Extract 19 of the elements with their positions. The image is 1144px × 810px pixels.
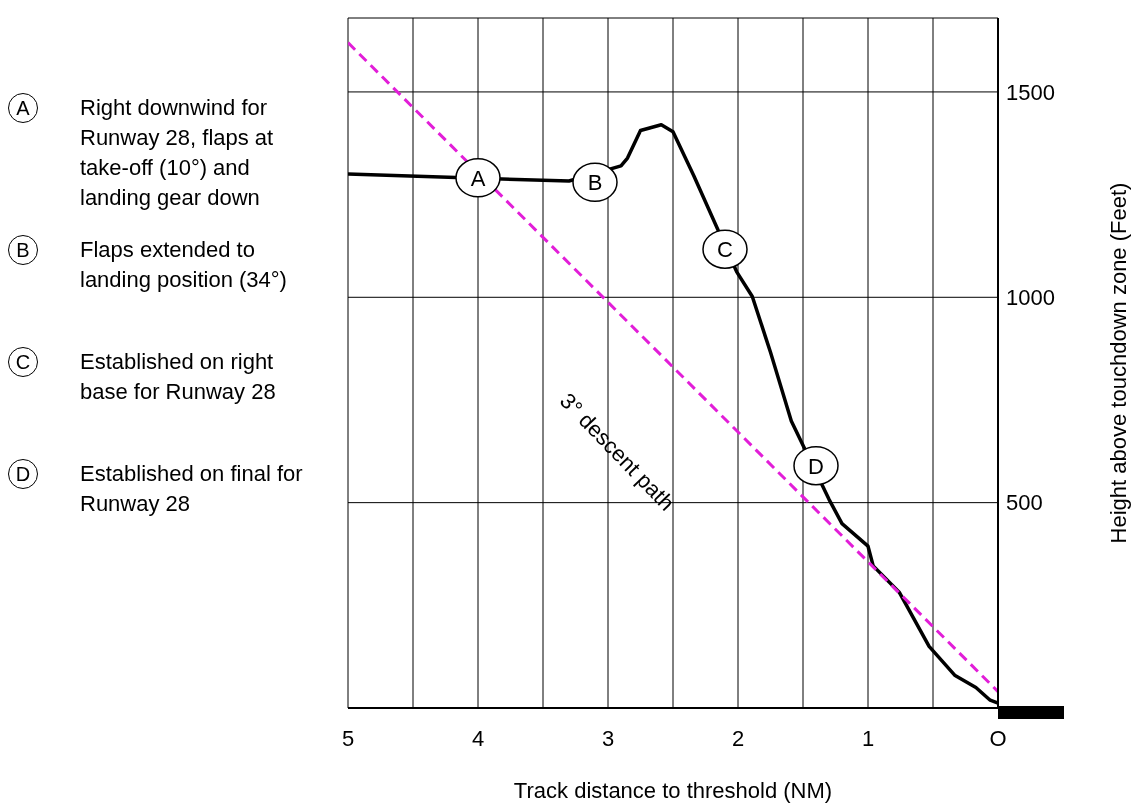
x-tick-label: 1 <box>861 725 875 751</box>
y-tick-label: 1500 <box>1006 79 1055 105</box>
text: Established on right base for Runway 28 <box>80 348 277 406</box>
y-axis-title: Height above touchdown zone (Feet) <box>1105 182 1131 544</box>
x-tick-label: 5 <box>341 725 355 751</box>
text: Flaps extended to landing position (34°) <box>80 236 288 294</box>
y-tick-label: 500 <box>1006 490 1043 516</box>
text: Right downwind for Runway 28, flaps at take-off (10°) and landing gear down <box>80 94 275 212</box>
x-tick-label: 3 <box>601 725 615 751</box>
x-axis-title: Track distance to threshold (NM) <box>513 778 833 803</box>
y-tick-label: 1000 <box>1006 285 1055 311</box>
x-tick-label: 4 <box>471 725 485 751</box>
annotation: B <box>587 170 603 196</box>
annotation: A <box>470 165 486 191</box>
x-tick-label: 2 <box>731 725 745 751</box>
text: Established on final for Runway 28 <box>80 460 304 518</box>
annotation: D <box>808 453 824 479</box>
x-tick-label: O <box>989 725 1007 751</box>
annotation: C <box>717 237 734 263</box>
